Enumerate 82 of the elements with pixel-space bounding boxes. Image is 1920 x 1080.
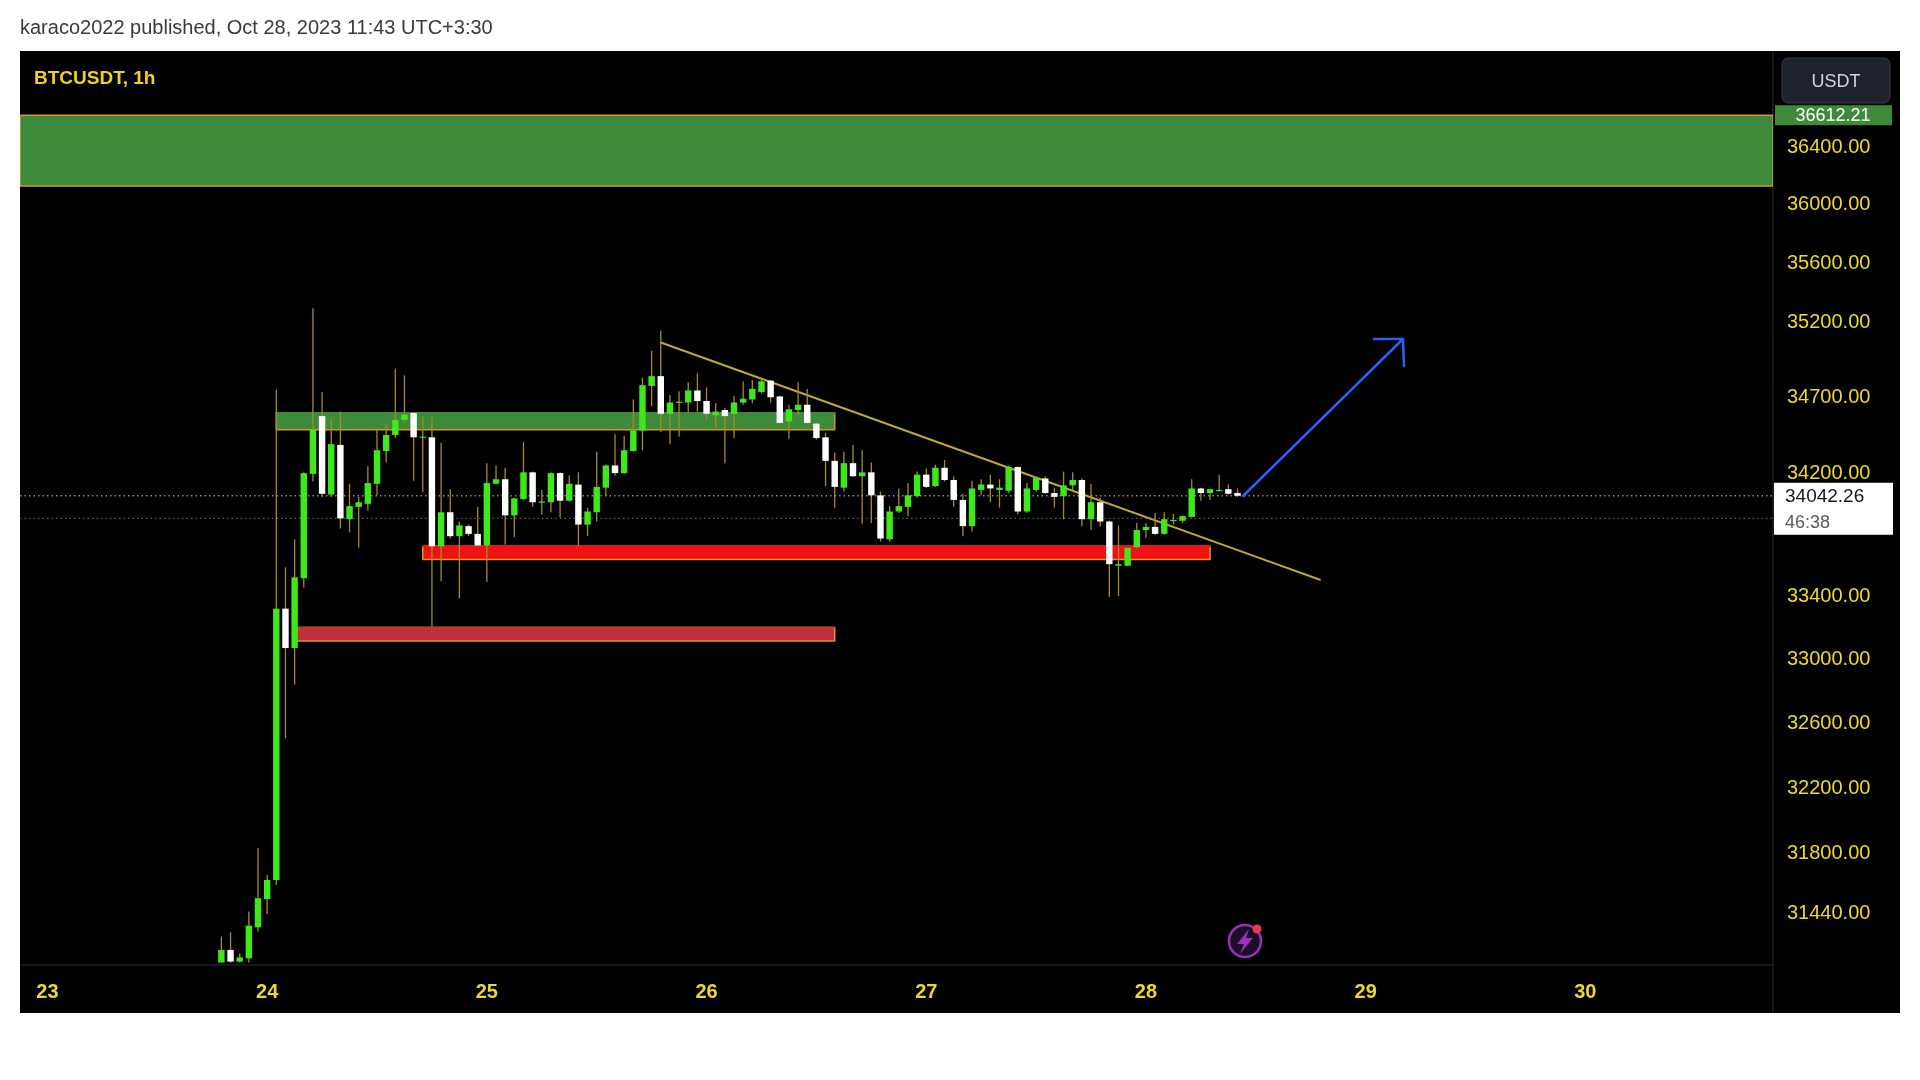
- y-tick-label: 33000.00: [1787, 647, 1871, 670]
- candlestick: [996, 478, 1003, 509]
- candlestick: [648, 350, 655, 407]
- candlestick: [703, 386, 710, 421]
- candlestick: [822, 432, 829, 487]
- candlestick: [1087, 483, 1095, 531]
- candlestick: [1161, 511, 1168, 536]
- candlestick: [392, 368, 399, 439]
- candlestick: [1142, 522, 1150, 539]
- candlestick: [868, 461, 875, 524]
- y-axis-title: USDT: [1811, 71, 1861, 91]
- candlestick: [858, 449, 866, 525]
- y-tick-label: 36400.00: [1787, 134, 1871, 157]
- candlestick: [666, 394, 674, 445]
- candlestick: [492, 464, 500, 486]
- y-tick-label: 31440.00: [1787, 900, 1871, 923]
- x-tick-label: 24: [256, 980, 280, 1002]
- candlestick: [346, 483, 353, 533]
- candlestick: [849, 444, 857, 478]
- x-tick-label: 30: [1574, 980, 1597, 1002]
- y-tick-label: 35200.00: [1787, 309, 1871, 332]
- candlestick: [785, 404, 793, 440]
- band-label: 36612.21: [1795, 105, 1871, 126]
- text: BTCUSDT, 1h: [34, 67, 156, 88]
- candlestick: [474, 506, 481, 547]
- candlestick: [611, 433, 619, 477]
- candlestick: [767, 379, 774, 404]
- chart-subtitle: karaco2022 published, Oct 28, 2023 11:43 UTC+3:30: [20, 16, 493, 38]
- y-tick-label: 36000.00: [1787, 192, 1871, 215]
- candlestick: [1060, 470, 1067, 520]
- candlestick: [694, 372, 701, 413]
- candlestick: [1005, 464, 1012, 494]
- y-tick-label: 33400.00: [1787, 584, 1871, 607]
- y-tick-label: 34200.00: [1787, 460, 1871, 483]
- x-tick-label: 28: [1134, 980, 1158, 1002]
- text: 46:38: [1785, 511, 1831, 532]
- candlestick: [620, 435, 628, 475]
- candlestick: [721, 407, 729, 464]
- candlestick: [602, 464, 610, 497]
- candlestick: [913, 470, 921, 499]
- candlestick: [227, 931, 234, 964]
- y-tick-label: 32600.00: [1787, 711, 1871, 734]
- candlestick: [566, 474, 573, 503]
- candlestick: [685, 381, 692, 414]
- y-tick-label: 31800.00: [1787, 840, 1871, 863]
- candlestick: [263, 874, 271, 915]
- x-tick-label: 26: [695, 980, 718, 1002]
- candlestick: [730, 395, 738, 439]
- candlestick: [923, 467, 930, 489]
- candlestick: [355, 496, 362, 549]
- candlestick: [218, 935, 225, 964]
- y-tick-label: 35600.00: [1787, 250, 1871, 273]
- candlestick: [584, 506, 591, 537]
- candlestick: [804, 388, 811, 425]
- ref-line-label: 34042.26: [1785, 485, 1865, 507]
- candlestick: [630, 398, 637, 453]
- candlestick: [932, 464, 939, 488]
- candlestick: [447, 488, 454, 540]
- candlestick: [1206, 488, 1214, 501]
- y-tick-label: 34700.00: [1787, 384, 1871, 407]
- candlestick: [364, 465, 372, 512]
- x-tick-label: 27: [915, 980, 938, 1002]
- candlestick: [1051, 487, 1058, 509]
- y-tick-label: 32200.00: [1787, 775, 1871, 798]
- candlestick: [1133, 522, 1140, 549]
- candlestick: [456, 520, 463, 600]
- candlestick: [511, 497, 518, 538]
- candlestick: [1023, 482, 1031, 514]
- candlestick: [382, 424, 390, 464]
- candlestick: [904, 482, 912, 517]
- candlestick: [1115, 524, 1122, 597]
- candlestick: [401, 374, 408, 424]
- candlestick: [538, 489, 545, 516]
- candlestick: [1151, 512, 1159, 536]
- candlestick: [1096, 497, 1104, 527]
- x-tick-label: 29: [1354, 980, 1377, 1002]
- candlestick: [941, 459, 948, 483]
- x-tick-label: 23: [36, 980, 59, 1002]
- x-tick-label: 25: [475, 980, 498, 1002]
- candlestick: [1197, 487, 1205, 502]
- candlestick: [950, 475, 957, 508]
- candlestick: [749, 379, 756, 404]
